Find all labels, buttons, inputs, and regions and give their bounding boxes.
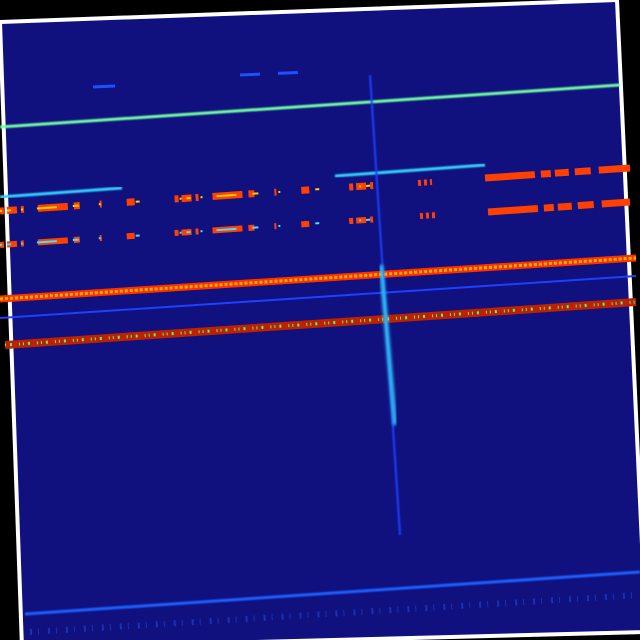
signal-band-red-noise: [4, 300, 637, 347]
faint-signal: [92, 84, 116, 89]
burst-row-lower: [0, 198, 631, 248]
signal-line-cyan: [334, 163, 486, 178]
vertical-signal-bright: [379, 264, 397, 426]
faint-signal: [239, 70, 311, 77]
signal-line-blue: [0, 275, 637, 319]
signal-band-orange-core: [0, 256, 637, 301]
burst-row-upper: [0, 164, 631, 215]
signal-line-cyan: [0, 186, 123, 199]
bottom-signal-line: [24, 570, 640, 616]
signal-line-green: [0, 83, 621, 129]
